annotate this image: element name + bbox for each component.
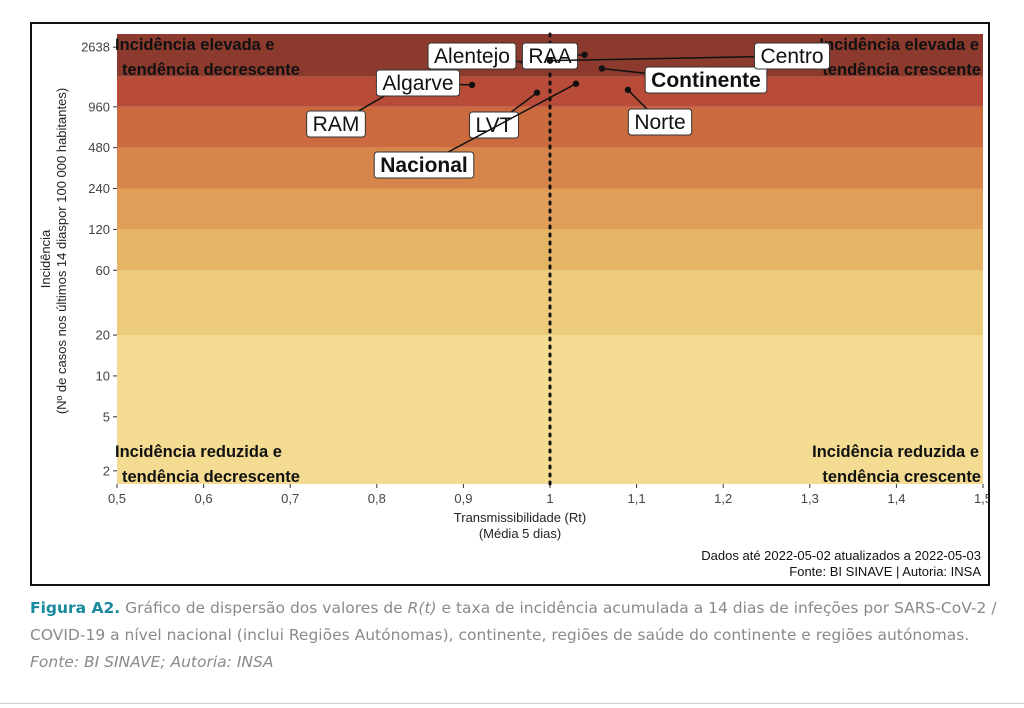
point-label-lvt: LVT — [476, 114, 513, 137]
bottom-divider — [0, 703, 1024, 704]
x-tick-label: 1,1 — [628, 491, 646, 506]
figure-caption: Figura A2. Gráfico de dispersão dos valo… — [30, 595, 1000, 676]
caption-label: Figura A2. — [30, 599, 121, 617]
footer-source: Fonte: BI SINAVE | Autoria: INSA — [789, 564, 981, 579]
caption-rt: R(t) — [407, 599, 437, 617]
x-axis-title: Transmissibilidade (Rt) — [454, 510, 586, 525]
y-tick-label: 20 — [96, 328, 110, 343]
y-tick-label: 240 — [88, 181, 110, 196]
quadrant-top-left-line1: Incidência elevada e — [115, 36, 275, 54]
point-label-algarve: Algarve — [382, 72, 453, 95]
y-tick-label: 120 — [88, 222, 110, 237]
footer-data-date: Dados até 2022-05-02 atualizados a 2022-… — [701, 548, 981, 563]
point-label-continente: Continente — [651, 69, 761, 92]
x-tick-label: 0,7 — [281, 491, 299, 506]
point-label-raa: RAA — [528, 45, 571, 68]
point-label-norte: Norte — [634, 111, 685, 134]
point-label-box-ram — [306, 110, 366, 138]
y-tick-label: 960 — [88, 99, 110, 114]
point-label-box-centro — [753, 42, 831, 70]
y-axis-title: Incidência — [38, 229, 53, 288]
point-label-box-nacional — [373, 151, 475, 179]
y-tick-label: 5 — [103, 409, 110, 424]
quadrant-bottom-left-line2: tendência decrescente — [122, 468, 300, 486]
y-tick-label: 10 — [96, 368, 110, 383]
x-axis-subtitle: (Média 5 dias) — [479, 526, 561, 541]
data-point-raa — [581, 51, 588, 58]
point-label-box-continente — [644, 66, 768, 94]
data-point-norte — [624, 86, 632, 94]
quadrant-top-right-line1: Incidência elevada e — [819, 36, 979, 54]
x-tick-label: 0,8 — [368, 491, 386, 506]
x-tick-label: 1,4 — [887, 491, 905, 506]
scatter-chart: 2 5 10 20 60 120 240 480 960 2638 0,5 0,6 0,7 0,8 0,9 1… — [38, 32, 988, 579]
quadrant-bottom-left-line1: Incidência reduzida e — [115, 443, 282, 461]
point-label-box-norte — [627, 108, 693, 136]
point-label-box-raa — [521, 42, 579, 70]
point-label-alentejo: Alentejo — [434, 45, 510, 68]
x-tick-label: 0,5 — [108, 491, 126, 506]
connector-centro — [549, 55, 793, 62]
x-tick-label: 1,2 — [714, 491, 732, 506]
quadrant-top-right-line2: tendência crescente — [822, 61, 981, 79]
point-label-box-alentejo — [427, 42, 517, 70]
x-tick-label: 1,3 — [801, 491, 819, 506]
quadrant-bottom-right-line2: tendência crescente — [822, 468, 981, 486]
y-tick-label: 2 — [103, 463, 110, 478]
point-label-nacional: Nacional — [380, 154, 468, 177]
caption-text-a: Gráfico de dispersão dos valores de — [120, 599, 408, 617]
data-point-centro — [546, 57, 554, 64]
data-point-algarve — [468, 81, 476, 89]
data-point-lvt — [533, 89, 541, 96]
y-tick-label: 2638 — [81, 40, 110, 55]
connector-nacional — [423, 83, 577, 166]
point-label-box-algarve — [375, 69, 461, 97]
x-tick-label: 0,6 — [195, 491, 213, 506]
caption-text-b: e taxa de incidência acumulada a 14 dias… — [30, 599, 997, 644]
quadrant-top-left-line2: tendência decrescente — [122, 61, 300, 79]
point-label-box-lvt — [469, 111, 519, 139]
figure-frame: 2 5 10 20 60 120 240 480 960 2638 0,5 0,6 0,7 0,8 0,9 1… — [30, 22, 990, 586]
quadrant-bottom-right-line1: Incidência reduzida e — [812, 443, 979, 461]
data-point-nacional — [572, 80, 580, 87]
y-tick-label: 60 — [96, 263, 110, 278]
x-tick-label: 1,5 — [974, 491, 988, 506]
x-tick-label: 1 — [546, 491, 553, 506]
y-axis-subtitle: (Nº de casos nos últimos 14 diaspor 100 … — [54, 88, 69, 414]
data-point-continente — [598, 65, 606, 72]
y-tick-label: 480 — [88, 140, 110, 155]
point-label-centro: Centro — [760, 45, 823, 68]
x-tick-label: 0,9 — [454, 491, 472, 506]
caption-source: Fonte: BI SINAVE; Autoria: INSA — [30, 653, 274, 671]
point-label-ram: RAM — [313, 113, 360, 136]
